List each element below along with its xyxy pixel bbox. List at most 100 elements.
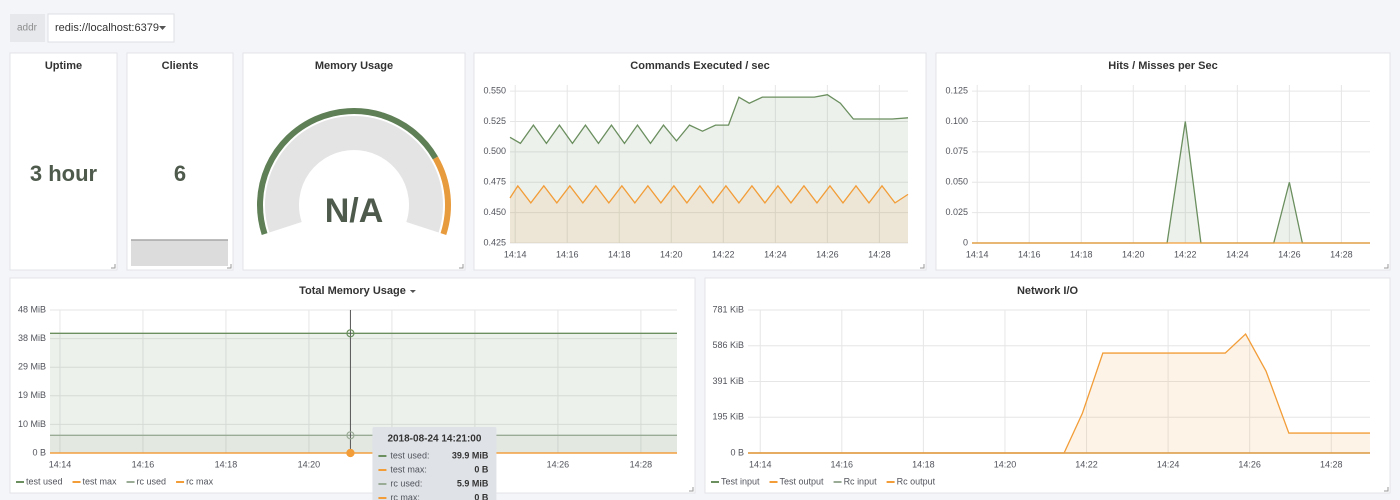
tooltip-value: 0 B	[474, 464, 489, 474]
panel-title[interactable]: Memory Usage	[315, 60, 393, 72]
x-tick-label: 14:26	[1278, 249, 1301, 259]
x-tick-label: 14:28	[868, 249, 891, 259]
y-tick-label: 0.125	[945, 85, 968, 95]
legend-label[interactable]: rc max	[186, 476, 214, 486]
x-tick-label: 14:14	[49, 459, 72, 469]
variable-label-box	[10, 14, 45, 42]
y-tick-label: 0 B	[32, 447, 46, 457]
legend-label[interactable]: Rc input	[844, 476, 878, 486]
y-tick-label: 0.550	[483, 85, 506, 95]
series-line	[509, 184, 909, 204]
panel	[935, 52, 1391, 271]
x-tick-label: 14:20	[298, 459, 321, 469]
tooltip-title: 2018-08-24 14:21:00	[387, 434, 481, 445]
x-tick-label: 14:18	[912, 459, 935, 469]
legend-label[interactable]: test max	[83, 476, 118, 486]
tooltip-value: 5.9 MiB	[457, 478, 489, 488]
area-fill	[50, 435, 677, 453]
area-fill	[510, 94, 908, 243]
x-tick-label: 14:28	[630, 459, 653, 469]
tooltip-name: test max:	[390, 464, 427, 474]
panel-title[interactable]: Clients	[162, 60, 199, 72]
y-tick-label: 0.525	[483, 116, 506, 126]
x-tick-label: 14:18	[1070, 249, 1093, 259]
panel-title[interactable]: Hits / Misses per Sec	[1108, 60, 1217, 72]
x-tick-label: 14:24	[1157, 459, 1180, 469]
x-tick-label: 14:26	[816, 249, 839, 259]
variable-dropdown[interactable]	[47, 13, 175, 43]
y-tick-label: 391 KiB	[712, 376, 744, 386]
x-tick-label: 14:16	[132, 459, 155, 469]
resize-handle	[1384, 264, 1389, 269]
panel	[473, 52, 927, 271]
y-tick-label: 0.100	[945, 116, 968, 126]
area-fill	[748, 334, 1370, 453]
y-tick-label: 0	[963, 237, 968, 247]
legend-label[interactable]: Test output	[780, 476, 825, 486]
gauge-value: N/A	[325, 192, 384, 230]
x-tick-label: 14:22	[712, 249, 735, 259]
y-tick-label: 781 KiB	[712, 304, 744, 314]
series-line	[748, 332, 1370, 454]
y-tick-label: 19 MiB	[18, 390, 46, 400]
y-tick-label: 29 MiB	[18, 362, 46, 372]
resize-handle	[689, 487, 694, 492]
resize-handle	[920, 264, 925, 269]
x-tick-label: 14:14	[966, 249, 989, 259]
x-tick-label: 14:18	[215, 459, 238, 469]
x-tick-label: 14:20	[1122, 249, 1145, 259]
tooltip-name: rc max:	[390, 492, 420, 500]
panel	[9, 52, 118, 271]
stat-value: 3 hour	[30, 161, 98, 186]
x-tick-label: 14:20	[660, 249, 683, 259]
x-tick-label: 14:16	[556, 249, 579, 259]
legend-label[interactable]: rc used	[137, 476, 167, 486]
y-tick-label: 586 KiB	[712, 340, 744, 350]
tooltip-value: 39.9 MiB	[452, 450, 489, 460]
y-tick-label: 0.500	[483, 146, 506, 156]
legend-label[interactable]: test used	[26, 476, 63, 486]
resize-handle	[111, 264, 116, 269]
x-tick-label: 14:22	[1075, 459, 1098, 469]
tooltip-name: test used:	[390, 450, 429, 460]
x-tick-label: 14:16	[1018, 249, 1041, 259]
panel-title[interactable]: Total Memory Usage	[299, 285, 406, 297]
x-tick-label: 14:18	[608, 249, 631, 259]
y-tick-label: 0 B	[730, 447, 744, 457]
panel	[9, 277, 696, 494]
x-tick-label: 14:16	[831, 459, 854, 469]
x-tick-label: 14:14	[749, 459, 772, 469]
x-tick-label: 14:26	[547, 459, 570, 469]
resize-handle	[1384, 487, 1389, 492]
panel-title[interactable]: Commands Executed / sec	[630, 60, 769, 72]
y-tick-label: 48 MiB	[18, 304, 46, 314]
hover-point	[346, 448, 355, 458]
x-tick-label: 14:28	[1330, 249, 1353, 259]
y-tick-label: 195 KiB	[712, 412, 744, 422]
area-fill	[510, 185, 908, 243]
hover-point	[346, 431, 355, 440]
variable-value[interactable]: redis://localhost:6379	[55, 22, 159, 34]
panel	[704, 277, 1391, 494]
y-tick-label: 0.475	[483, 177, 506, 187]
y-tick-label: 0.425	[483, 237, 506, 247]
area-fill	[50, 333, 677, 453]
panel-title[interactable]: Network I/O	[1017, 285, 1079, 297]
legend-label[interactable]: Test input	[721, 476, 760, 486]
stat-value: 6	[174, 161, 186, 186]
x-tick-label: 14:22	[1174, 249, 1197, 259]
legend-label[interactable]: Rc output	[897, 476, 936, 486]
x-tick-label: 14:26	[1238, 459, 1261, 469]
panel-title[interactable]: Uptime	[45, 60, 82, 72]
x-tick-label: 14:20	[994, 459, 1017, 469]
hover-point	[346, 329, 355, 338]
panel	[126, 52, 234, 271]
y-tick-label: 10 MiB	[18, 419, 46, 429]
sparkline	[131, 240, 228, 266]
title-caret	[409, 290, 416, 293]
resize-handle	[227, 264, 232, 269]
gauge-threshold-ok	[257, 108, 439, 235]
y-tick-label: 0.450	[483, 207, 506, 217]
x-tick-label: 14:14	[504, 249, 527, 259]
